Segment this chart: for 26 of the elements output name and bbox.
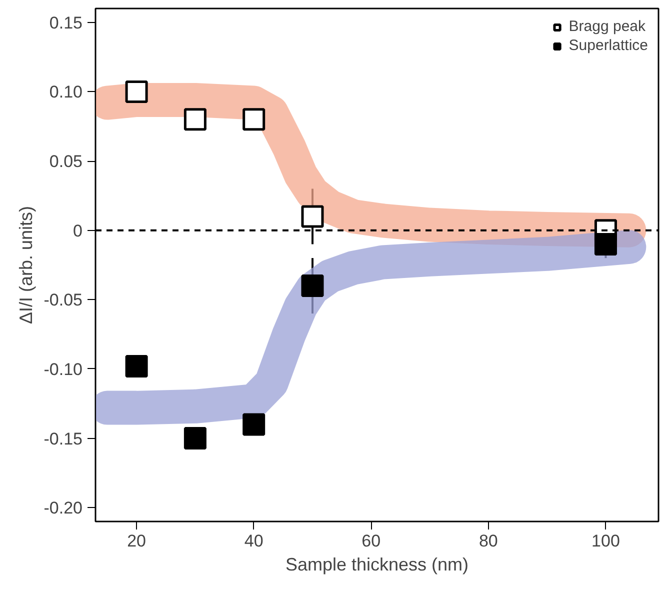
y-axis-title: ΔI/I (arb. units) bbox=[16, 206, 36, 324]
point bbox=[301, 274, 324, 298]
point bbox=[301, 205, 324, 228]
y-tick-label: -0.20 bbox=[44, 498, 82, 518]
x-tick-label: 80 bbox=[478, 532, 498, 550]
y-tick-label: 0.15 bbox=[49, 13, 83, 32]
y-tick-label: 0.05 bbox=[49, 152, 83, 172]
legend-label: Bragg peak bbox=[568, 18, 646, 35]
x-tick-label: 100 bbox=[592, 532, 620, 550]
point bbox=[242, 108, 266, 131]
point bbox=[184, 427, 206, 450]
point bbox=[125, 80, 148, 103]
legend-label: Superlattice bbox=[568, 37, 648, 54]
x-tick-label: 20 bbox=[127, 532, 146, 550]
point bbox=[242, 413, 266, 436]
y-tick-label: 0 bbox=[73, 221, 83, 240]
x-axis-title: Sample thickness (nm) bbox=[285, 554, 469, 574]
y-tick-label: 0.10 bbox=[49, 82, 83, 102]
point bbox=[184, 108, 206, 131]
point bbox=[594, 232, 617, 256]
x-tick-label: 40 bbox=[244, 532, 264, 550]
y-tick-label: -0.05 bbox=[44, 290, 82, 310]
y-tick-label: -0.10 bbox=[44, 360, 82, 379]
point bbox=[125, 354, 148, 378]
y-tick-label: -0.15 bbox=[44, 429, 82, 448]
x-tick-label: 60 bbox=[362, 532, 381, 550]
